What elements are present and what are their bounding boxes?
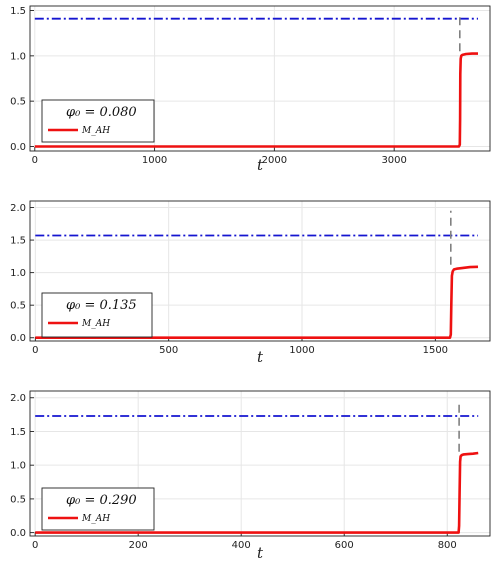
- legend-box: [41, 99, 155, 143]
- x-tick-label: 200: [129, 540, 148, 551]
- x-tick-label: 3000: [381, 155, 406, 166]
- legend-box: [41, 487, 155, 531]
- y-tick-label: 1.5: [10, 236, 26, 247]
- y-tick-label: 0.0: [10, 333, 26, 344]
- x-tick-label: 1000: [289, 345, 314, 356]
- x-tick-label: 400: [232, 540, 251, 551]
- chart-panel-2: 0 500 1000 1500 0.0 0.5 1.0 1.5 2.0 t φ₀ = 0.135 M_…: [10, 200, 491, 366]
- plot-frame: [29, 390, 491, 537]
- x-axis-label: t: [257, 544, 264, 562]
- x-axis-label: t: [257, 156, 264, 174]
- chart-panel-1: 0 1000 2000 3000 0.0 0.5 1.0 1.5 t φ₀ = 0.080 M_AH: [10, 5, 491, 174]
- y-tick-label: 1.0: [10, 51, 26, 62]
- y-tick-label: 1.0: [10, 268, 26, 279]
- y-tick-label: 0.5: [10, 301, 26, 312]
- legend-title: φ₀ = 0.080: [66, 105, 137, 120]
- legend-entry-label: M_AH: [81, 514, 110, 524]
- plot-frame: [29, 200, 491, 342]
- legend-box: [41, 292, 153, 338]
- y-tick-label: 2.0: [10, 203, 26, 214]
- plot-frame: [29, 5, 491, 152]
- y-tick-label: 0.0: [10, 142, 26, 153]
- x-tick-label: 2000: [262, 155, 287, 166]
- x-tick-label: 0: [32, 345, 38, 356]
- chart-panel-3: 0 200 400 600 800 0.0 0.5 1.0 1.5 2.0 t φ₀ = 0.290 M…: [10, 390, 491, 562]
- y-tick-label: 1.0: [10, 461, 26, 472]
- legend-title: φ₀ = 0.135: [66, 298, 137, 313]
- y-tick-label: 1.5: [10, 6, 26, 17]
- legend: φ₀ = 0.135 M_AH: [41, 292, 153, 338]
- x-tick-label: 600: [335, 540, 354, 551]
- legend: φ₀ = 0.290 M_AH: [41, 487, 155, 531]
- y-tick-label: 1.5: [10, 427, 26, 438]
- legend-entry-label: M_AH: [81, 126, 110, 136]
- y-tick-label: 2.0: [10, 393, 26, 404]
- y-tick-label: 0.5: [10, 494, 26, 505]
- series-line-m-ah: [35, 451, 479, 534]
- series-line-m-ah: [35, 265, 479, 340]
- legend-title: φ₀ = 0.290: [66, 493, 137, 508]
- x-tick-label: 0: [32, 540, 38, 551]
- x-tick-label: 0: [32, 155, 38, 166]
- legend: φ₀ = 0.080 M_AH: [41, 99, 155, 143]
- x-tick-label: 800: [438, 540, 457, 551]
- y-tick-label: 0.0: [10, 528, 26, 539]
- x-tick-label: 1500: [423, 345, 448, 356]
- x-tick-label: 500: [159, 345, 178, 356]
- legend-entry-label: M_AH: [81, 319, 110, 329]
- x-axis-label: t: [257, 348, 264, 366]
- series-line-m-ah: [34, 52, 478, 148]
- x-tick-label: 1000: [142, 155, 167, 166]
- y-tick-label: 0.5: [10, 97, 26, 108]
